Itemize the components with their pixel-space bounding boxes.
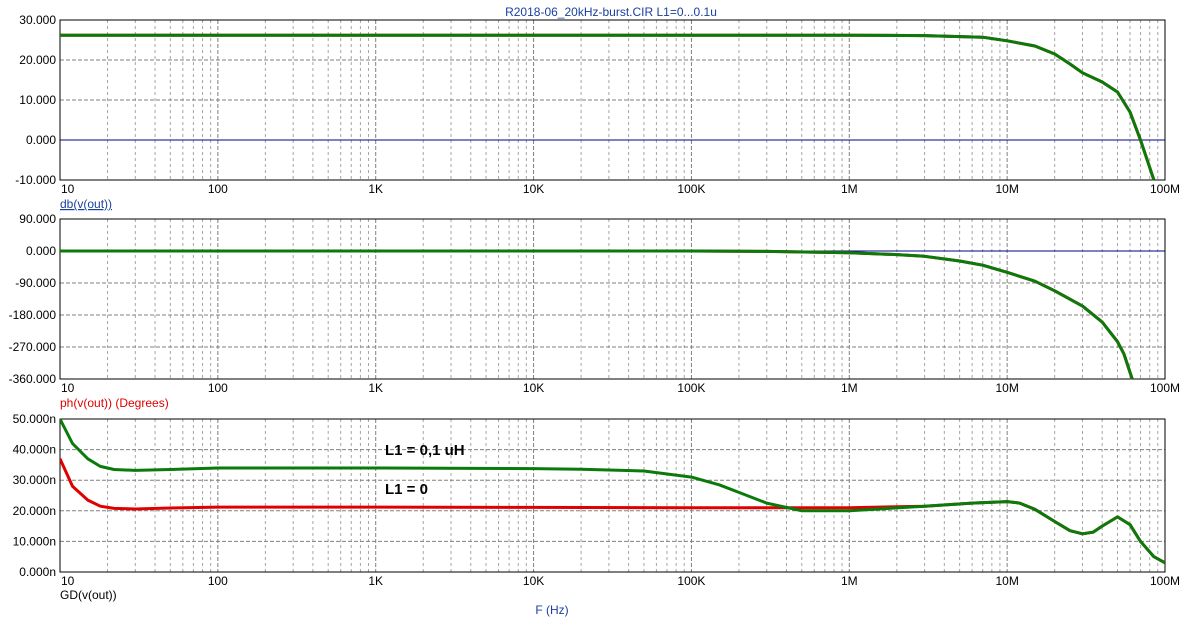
x-tick-label: 10 <box>61 182 75 196</box>
x-tick-label: 10M <box>995 381 1018 395</box>
y-tick-label: 30.000 <box>19 13 56 27</box>
y-tick-label: -360.000 <box>9 372 57 386</box>
y-tick-label: 50.000n <box>13 412 56 426</box>
y-tick-label: -180.000 <box>9 308 57 322</box>
series-green-line <box>60 418 1165 565</box>
x-tick-label: 100K <box>677 182 705 196</box>
x-tick-label: 10 <box>61 574 75 588</box>
x-tick-label: 100K <box>677 381 705 395</box>
x-tick-label: 1M <box>841 381 858 395</box>
x-tick-label: 100K <box>677 574 705 588</box>
y-tick-label: 0.000 <box>26 244 56 258</box>
x-tick-label: 100M <box>1150 574 1180 588</box>
y-axis-label: GD(v(out)) <box>60 588 117 602</box>
plot-frame <box>59 218 1166 380</box>
y-tick-label: 40.000n <box>13 443 56 457</box>
x-tick-label: 100 <box>208 381 228 395</box>
x-tick-label: 10M <box>995 574 1018 588</box>
plot-frame <box>59 19 1166 181</box>
annotation-label: L1 = 0 <box>385 481 428 498</box>
x-tick-label: 100 <box>208 182 228 196</box>
y-axis-label: db(v(out)) <box>60 197 112 211</box>
y-tick-label: 0.000n <box>19 565 56 579</box>
y-tick-label: 30.000n <box>13 473 56 487</box>
panel-1: 30.000 20.000 10.000 0.000 -10.000 10 100 1K 10K… <box>15 13 1180 211</box>
plot-panels: 30.000 20.000 10.000 0.000 -10.000 10 100 1K 10K… <box>9 13 1180 602</box>
x-tick-label: 1M <box>841 574 858 588</box>
panel-2: 90.000 0.000 -90.000 -180.000 -270.000 -360.0… <box>9 212 1180 410</box>
y-tick-label: -10.000 <box>15 173 56 187</box>
x-tick-label: 100M <box>1150 381 1180 395</box>
x-axis-label: F (Hz) <box>535 603 568 617</box>
plot-frame <box>59 418 1166 573</box>
x-tick-label: 10 <box>61 381 75 395</box>
x-tick-label: 100M <box>1150 182 1180 196</box>
x-tick-label: 100 <box>208 574 228 588</box>
chart-title: R2018-06_20kHz-burst.CIR L1=0...0.1u <box>505 5 717 19</box>
y-tick-label: 10.000 <box>19 93 56 107</box>
series-red-line <box>60 33 1156 181</box>
x-tick-label: 1K <box>368 182 383 196</box>
x-tick-label: 10K <box>523 182 544 196</box>
panel-3: 50.000n 40.000n 30.000n 20.000n 10.000n 0.000… <box>13 412 1180 602</box>
x-tick-label: 1M <box>841 182 858 196</box>
x-tick-label: 10K <box>523 381 544 395</box>
series-green-line <box>60 249 1134 380</box>
y-tick-label: 20.000 <box>19 53 56 67</box>
y-axis-label: ph(v(out)) (Degrees) <box>60 396 169 410</box>
annotation-label: L1 = 0,1 uH <box>385 442 465 459</box>
y-tick-label: 10.000n <box>13 534 56 548</box>
x-tick-label: 10K <box>523 574 544 588</box>
x-tick-label: 10M <box>995 182 1018 196</box>
y-tick-label: 90.000 <box>19 212 56 226</box>
y-tick-label: 20.000n <box>13 504 56 518</box>
y-tick-label: -90.000 <box>15 276 56 290</box>
y-tick-label: -270.000 <box>9 340 57 354</box>
x-tick-label: 1K <box>368 574 383 588</box>
y-tick-label: 0.000 <box>26 133 56 147</box>
series-green-line <box>60 33 1156 181</box>
x-tick-label: 1K <box>368 381 383 395</box>
